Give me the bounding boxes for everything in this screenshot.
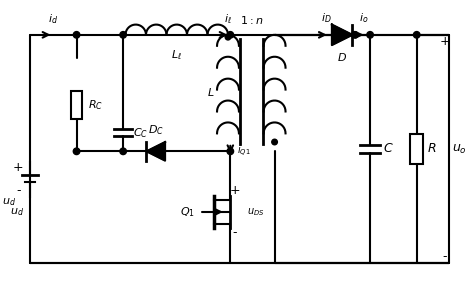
Circle shape xyxy=(73,32,80,38)
Polygon shape xyxy=(146,142,165,161)
Circle shape xyxy=(73,148,80,154)
Text: $R_C$: $R_C$ xyxy=(88,98,103,112)
Circle shape xyxy=(272,139,277,145)
Text: $Q_1$: $Q_1$ xyxy=(181,205,195,219)
Text: $u_d$: $u_d$ xyxy=(2,197,16,208)
Text: $u_o$: $u_o$ xyxy=(452,143,466,156)
Text: $i_d$: $i_d$ xyxy=(48,12,58,26)
Text: $R$: $R$ xyxy=(427,143,437,155)
Text: $L_\ell$: $L_\ell$ xyxy=(171,48,182,62)
Polygon shape xyxy=(332,25,352,45)
Circle shape xyxy=(413,32,420,38)
Text: $D_C$: $D_C$ xyxy=(148,124,164,137)
Circle shape xyxy=(120,148,127,154)
Text: -: - xyxy=(16,184,20,197)
FancyBboxPatch shape xyxy=(410,134,423,164)
Text: $i_D$: $i_D$ xyxy=(321,11,332,25)
Text: +: + xyxy=(439,35,450,48)
Circle shape xyxy=(227,148,234,154)
Circle shape xyxy=(225,34,231,40)
Text: $i_o$: $i_o$ xyxy=(359,11,369,25)
Text: $i_{Q1}$: $i_{Q1}$ xyxy=(237,144,251,159)
Text: $u_{DS}$: $u_{DS}$ xyxy=(246,206,264,218)
Text: $u_d$: $u_d$ xyxy=(10,206,24,218)
Circle shape xyxy=(351,32,358,38)
Text: -: - xyxy=(442,250,447,263)
Text: -: - xyxy=(233,226,237,239)
Text: $C_C$: $C_C$ xyxy=(133,126,148,139)
Text: $L$: $L$ xyxy=(208,86,215,98)
Circle shape xyxy=(120,32,127,38)
Text: +: + xyxy=(230,184,240,197)
Circle shape xyxy=(367,32,374,38)
FancyBboxPatch shape xyxy=(72,91,82,119)
Text: $C$: $C$ xyxy=(383,143,394,155)
Text: $D$: $D$ xyxy=(337,51,347,63)
Text: $1:n$: $1:n$ xyxy=(239,14,263,26)
Circle shape xyxy=(227,32,234,38)
Text: $i_\ell$: $i_\ell$ xyxy=(224,12,232,26)
Text: +: + xyxy=(13,161,24,174)
